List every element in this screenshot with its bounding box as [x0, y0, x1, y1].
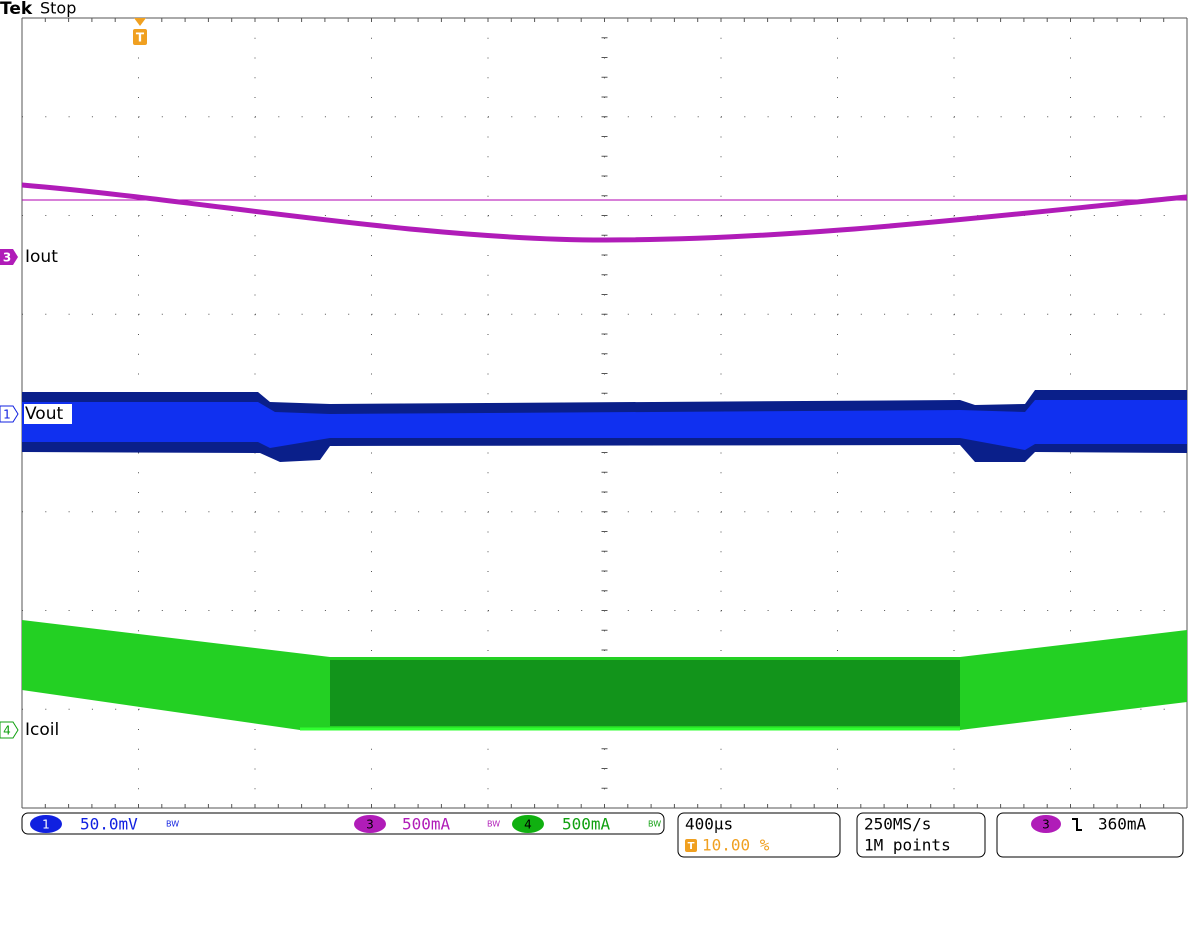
trigger-position-icon: [685, 839, 697, 852]
ch4-bw: BW: [648, 820, 661, 829]
brand: Tek: [0, 0, 33, 19]
trigger-box: [996, 812, 1184, 858]
acquisition-box: [856, 812, 986, 858]
trigger-position: 10.00 %: [702, 836, 770, 855]
timebase: 400µs: [685, 815, 733, 834]
ch4-marker-number: 4: [3, 724, 11, 738]
ch1-scale: 50.0mV: [80, 815, 138, 834]
ch4-badge: [512, 815, 544, 833]
ch4-label: Icoil: [25, 720, 59, 740]
trigger-position-icon-text: T: [688, 841, 695, 852]
timebase-box: [677, 812, 841, 858]
ch3-marker: [0, 249, 18, 265]
trigger-level: 360mA: [1098, 815, 1147, 834]
trigger-source-badge: [1031, 815, 1061, 833]
ch1-badge: [30, 815, 62, 833]
ch1-number: 1: [42, 818, 50, 832]
trigger-source: 3: [1042, 818, 1050, 832]
ch3-badge: [354, 815, 386, 833]
icoil-waveform-dense: [330, 660, 960, 726]
status: Stop: [40, 0, 76, 18]
ch1-label: Vout: [25, 404, 63, 424]
trigger-arrow: [134, 18, 146, 26]
sample-rate: 250MS/s: [864, 815, 931, 834]
ch3-number: 3: [366, 818, 374, 832]
record-length: 1M points: [864, 836, 951, 855]
ch4-scale: 500mA: [562, 815, 611, 834]
ch1-bw: BW: [166, 820, 179, 829]
ch1-marker: [0, 405, 19, 423]
ch3-scale: 500mA: [402, 815, 451, 834]
ch4-marker: [0, 721, 19, 739]
trigger-marker: T: [136, 31, 145, 45]
iout-waveform: [21, 182, 1188, 243]
ch1-marker-number: 1: [3, 408, 11, 422]
ch1-label-bg: [24, 404, 72, 424]
trigger-slope: [1072, 818, 1082, 831]
vertical-settings-box: [21, 812, 665, 835]
vout-waveform-core: [22, 400, 1187, 450]
ch3-bw: BW: [487, 820, 500, 829]
ch3-label: Iout: [25, 247, 58, 267]
ch4-number: 4: [524, 818, 532, 832]
trigger-flag: [133, 29, 147, 45]
ch3-marker-number: 3: [3, 251, 11, 265]
